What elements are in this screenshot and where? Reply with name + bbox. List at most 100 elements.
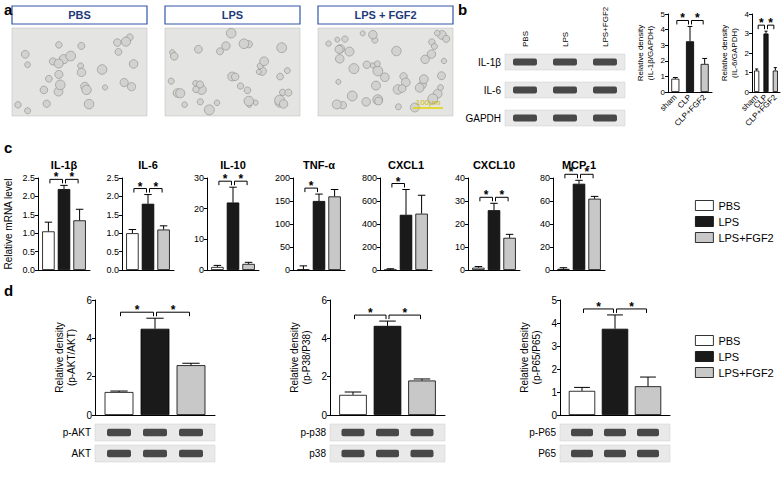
svg-text:150: 150 [275, 196, 290, 206]
svg-text:0: 0 [745, 88, 750, 97]
svg-text:PBS: PBS [718, 200, 740, 212]
svg-text:400: 400 [362, 219, 377, 229]
svg-text:IL-1β: IL-1β [478, 57, 501, 68]
svg-text:2: 2 [551, 364, 557, 375]
svg-text:20: 20 [455, 219, 465, 229]
svg-text:4: 4 [661, 25, 666, 34]
svg-text:0.0: 0.0 [22, 265, 35, 275]
svg-text:0.0: 0.0 [106, 265, 119, 275]
svg-text:0: 0 [661, 88, 666, 97]
svg-text:*: * [69, 170, 74, 184]
svg-text:6: 6 [86, 295, 92, 306]
svg-text:0.5: 0.5 [22, 247, 35, 257]
svg-text:IL-1β: IL-1β [51, 159, 78, 171]
svg-text:0.5: 0.5 [106, 247, 119, 257]
svg-text:LPS: LPS [222, 9, 243, 21]
svg-text:*: * [499, 188, 504, 202]
svg-text:p-AKT: p-AKT [63, 427, 91, 438]
svg-text:4: 4 [551, 318, 557, 329]
svg-text:1: 1 [551, 387, 557, 398]
svg-text:30: 30 [194, 173, 204, 183]
svg-text:1.0: 1.0 [106, 228, 119, 238]
svg-text:*: * [138, 180, 143, 194]
svg-text:*: * [484, 188, 489, 202]
svg-text:*: * [396, 175, 401, 189]
svg-text:3: 3 [551, 341, 557, 352]
svg-text:0: 0 [199, 265, 204, 275]
svg-text:Relative density: Relative density [720, 25, 729, 81]
svg-text:0: 0 [372, 265, 377, 275]
svg-text:LPS+FGF2: LPS+FGF2 [718, 232, 773, 244]
svg-text:IL-10: IL-10 [220, 159, 246, 171]
svg-text:100μm: 100μm [416, 98, 441, 107]
svg-text:*: * [402, 306, 407, 320]
svg-text:CXCL10: CXCL10 [473, 159, 515, 171]
svg-text:a: a [4, 1, 13, 18]
svg-text:P65: P65 [538, 448, 556, 459]
svg-text:(p-AKT/AKT): (p-AKT/AKT) [66, 329, 77, 386]
svg-text:4: 4 [745, 10, 750, 19]
svg-text:(IL-6/GAPDH): (IL-6/GAPDH) [730, 28, 739, 78]
svg-text:p-p38: p-p38 [300, 427, 326, 438]
svg-text:*: * [695, 11, 700, 25]
svg-text:IL-6: IL-6 [484, 85, 502, 96]
svg-text:(IL-1β/GAPDH): (IL-1β/GAPDH) [646, 25, 655, 80]
svg-text:Relative density: Relative density [289, 322, 300, 393]
svg-text:30: 30 [455, 196, 465, 206]
svg-text:d: d [4, 282, 13, 299]
svg-text:*: * [368, 306, 373, 320]
svg-text:60: 60 [540, 196, 550, 206]
svg-text:200: 200 [362, 242, 377, 252]
svg-text:PBS: PBS [521, 31, 530, 47]
svg-text:2.0: 2.0 [106, 191, 119, 201]
svg-text:0: 0 [545, 265, 550, 275]
svg-text:(p-P38/P38): (p-P38/P38) [301, 331, 312, 385]
svg-text:PBS: PBS [68, 9, 91, 21]
svg-text:Relative density: Relative density [54, 322, 65, 393]
svg-text:Relative density: Relative density [519, 322, 530, 393]
svg-text:2.5: 2.5 [22, 173, 35, 183]
svg-text:AKT: AKT [72, 448, 91, 459]
svg-text:5: 5 [661, 10, 666, 19]
svg-text:*: * [768, 16, 773, 30]
svg-text:*: * [759, 16, 764, 30]
svg-text:*: * [54, 170, 59, 184]
svg-text:LPS+FGF2: LPS+FGF2 [601, 6, 610, 47]
svg-text:80: 80 [540, 173, 550, 183]
svg-text:0: 0 [285, 265, 290, 275]
svg-text:CXCL1: CXCL1 [388, 159, 424, 171]
svg-text:*: * [238, 172, 243, 186]
svg-text:20: 20 [194, 204, 204, 214]
svg-text:40: 40 [455, 173, 465, 183]
svg-text:GAPDH: GAPDH [465, 113, 501, 124]
svg-text:0: 0 [551, 410, 557, 421]
svg-text:LPS: LPS [718, 351, 739, 363]
svg-text:100: 100 [275, 219, 290, 229]
svg-text:*: * [135, 303, 140, 317]
svg-text:*: * [680, 11, 685, 25]
svg-text:2: 2 [745, 49, 750, 58]
svg-text:20: 20 [540, 242, 550, 252]
svg-text:2.0: 2.0 [22, 191, 35, 201]
svg-text:*: * [171, 303, 176, 317]
svg-text:*: * [223, 172, 228, 186]
svg-text:0: 0 [86, 410, 92, 421]
svg-text:LPS + FGF2: LPS + FGF2 [354, 9, 416, 21]
svg-text:200: 200 [275, 173, 290, 183]
svg-text:LPS+FGF2: LPS+FGF2 [718, 367, 773, 379]
svg-text:CLP+FGF2: CLP+FGF2 [673, 92, 708, 127]
svg-text:5: 5 [551, 295, 557, 306]
svg-text:1.5: 1.5 [22, 210, 35, 220]
svg-text:p38: p38 [309, 448, 326, 459]
svg-text:3: 3 [745, 29, 750, 38]
svg-text:0: 0 [321, 410, 327, 421]
svg-text:1.0: 1.0 [22, 228, 35, 238]
svg-text:MCP-1: MCP-1 [562, 159, 596, 171]
svg-text:1: 1 [745, 68, 750, 77]
svg-text:TNF-α: TNF-α [303, 159, 335, 171]
svg-text:2: 2 [661, 56, 666, 65]
svg-text:*: * [153, 180, 158, 194]
svg-text:*: * [309, 179, 314, 193]
svg-text:1: 1 [661, 72, 666, 81]
svg-text:PBS: PBS [718, 335, 740, 347]
